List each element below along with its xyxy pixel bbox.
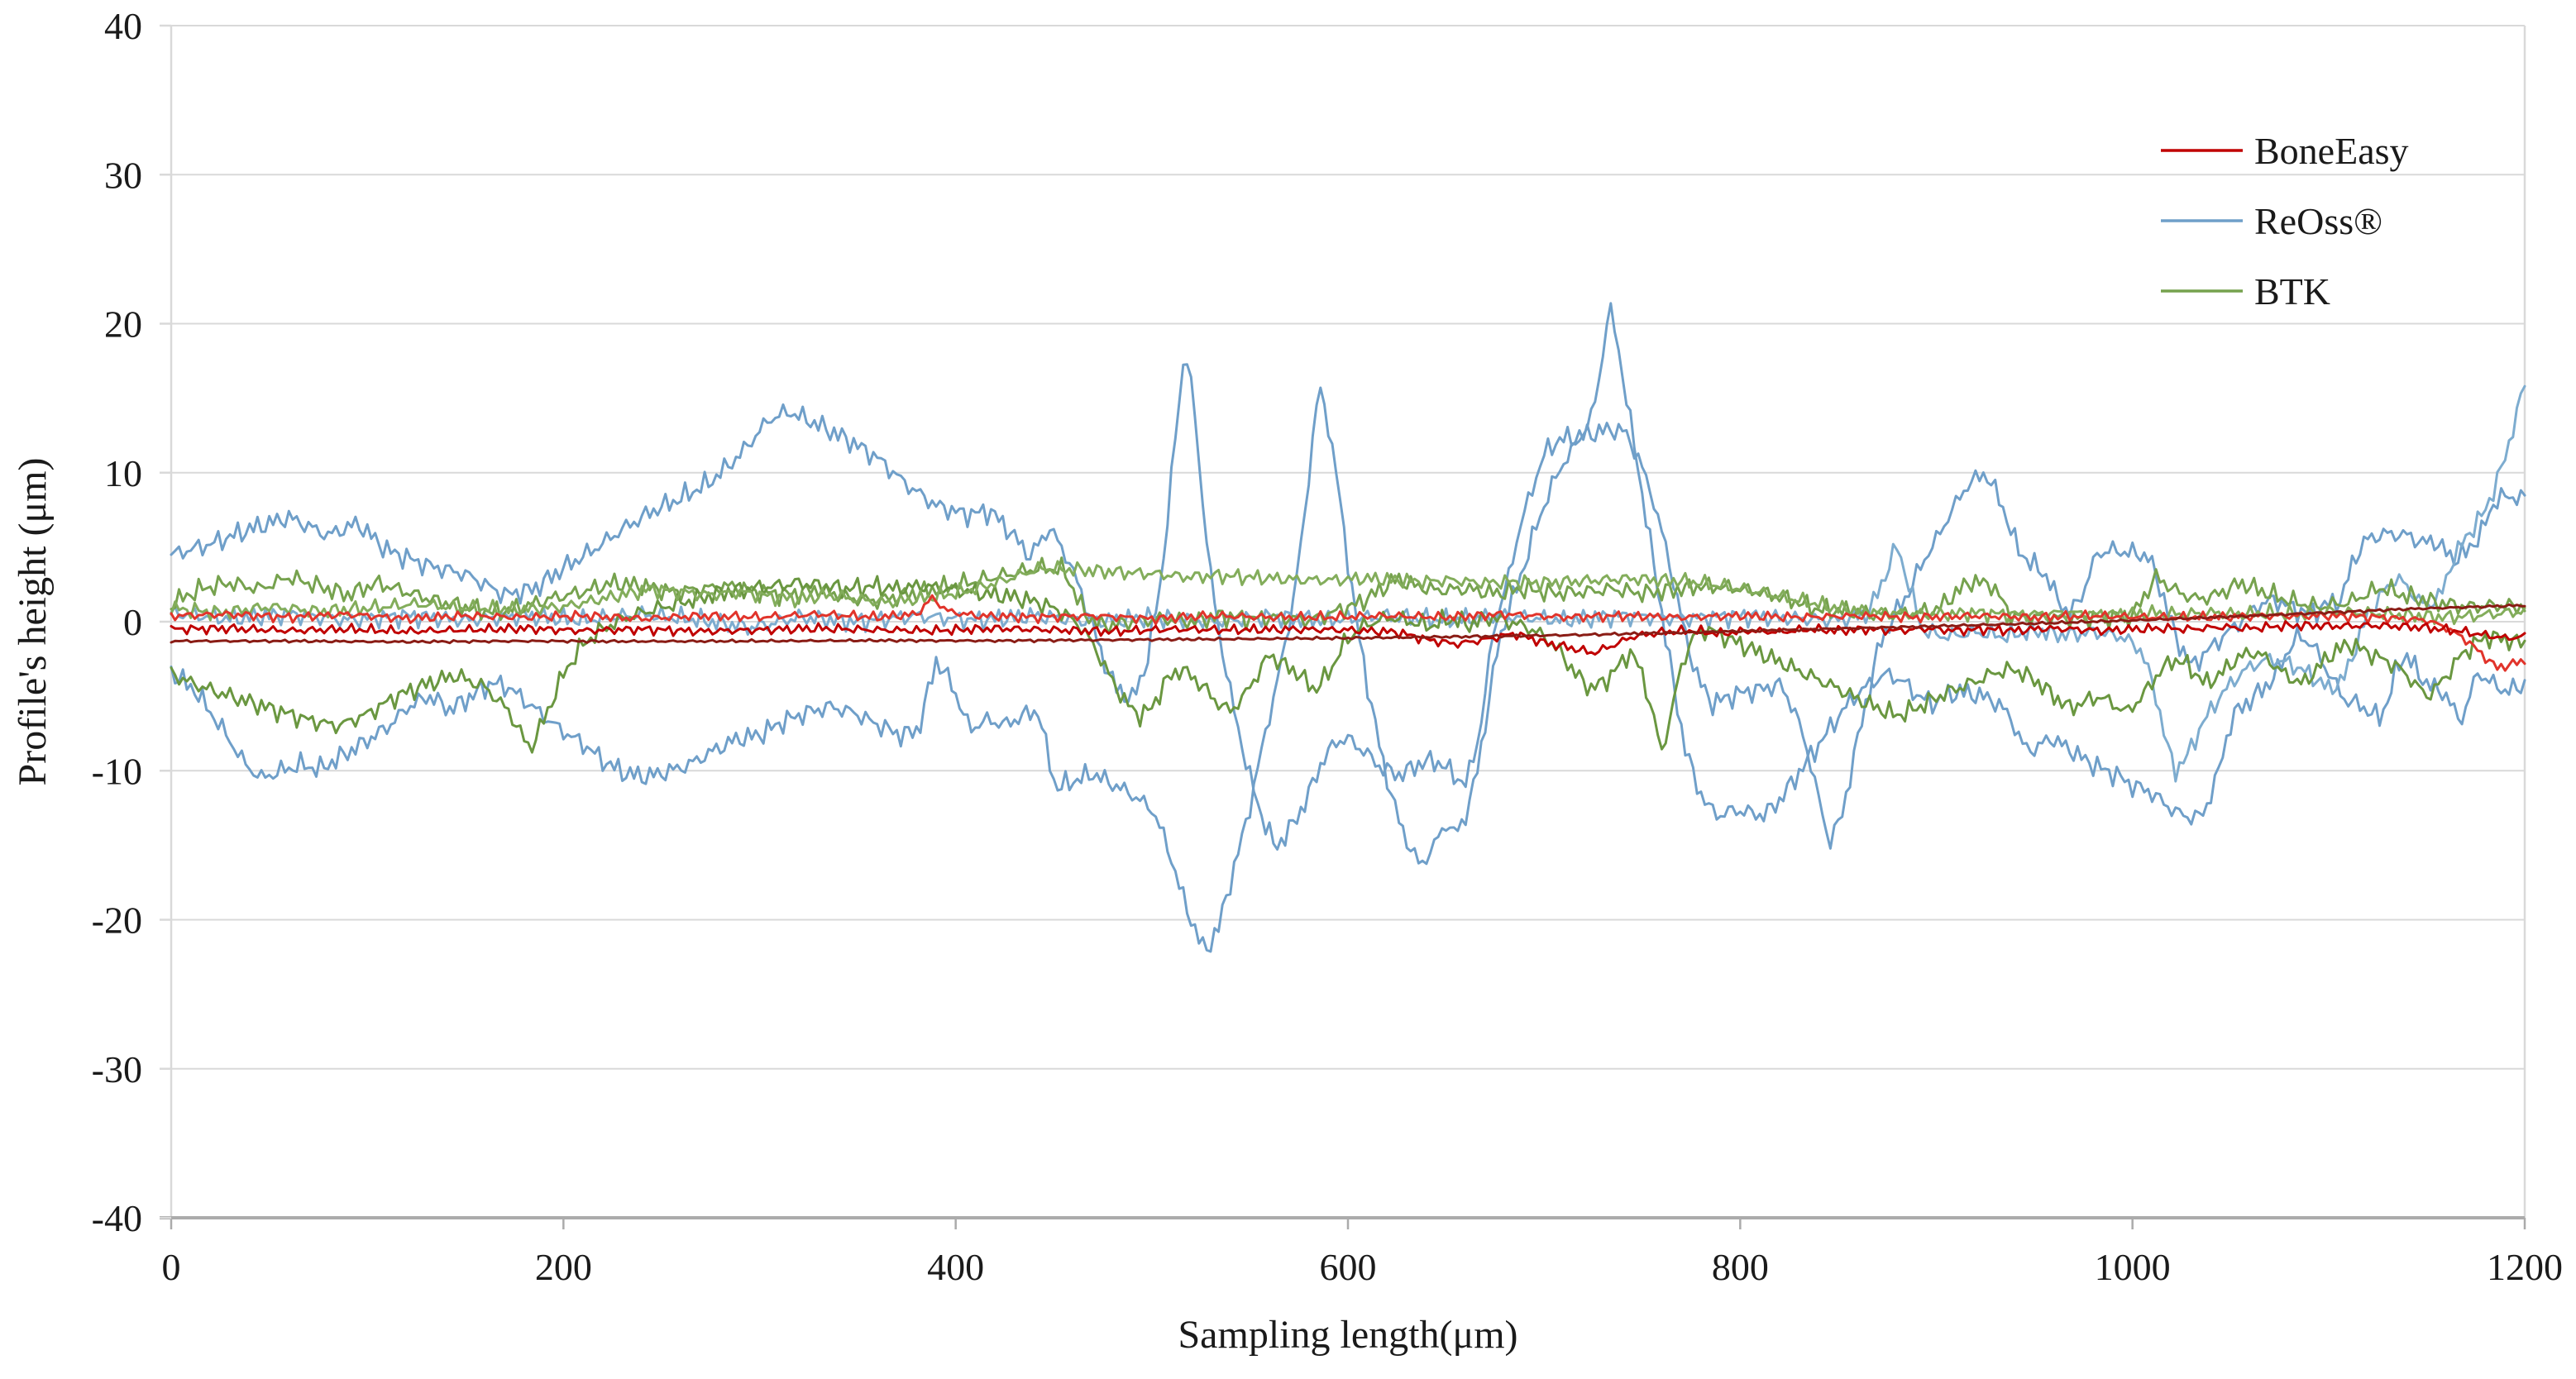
x-tick-label-600: 600 — [1320, 1246, 1377, 1288]
y-axis-title: Profile's height (μm) — [11, 458, 55, 786]
series-line-boneeasy-2 — [170, 620, 2526, 656]
x-tick-label-1200: 1200 — [2487, 1246, 2563, 1288]
y-tick-label-10: 10 — [104, 452, 142, 494]
x-axis-title: Sampling length(μm) — [1178, 1313, 1517, 1357]
series-line-reoss-1 — [170, 363, 2526, 851]
y-tick-label--40: -40 — [92, 1197, 142, 1239]
y-tick-label-0: 0 — [123, 601, 142, 643]
y-tick-label--30: -30 — [92, 1048, 142, 1090]
x-tick-label-200: 200 — [535, 1246, 592, 1288]
legend-label-BTK: BTK — [2254, 270, 2330, 313]
legend-label-ReOss®: ReOss® — [2254, 200, 2382, 242]
y-tick-label-30: 30 — [104, 154, 142, 196]
series-line-btk-2 — [170, 575, 2526, 754]
series-line-reoss-2 — [170, 302, 2526, 953]
series-line-boneeasy-1 — [170, 594, 2526, 672]
x-tick-label-800: 800 — [1712, 1246, 1769, 1288]
legend-label-BoneEasy: BoneEasy — [2254, 130, 2409, 172]
x-tick-label-1000: 1000 — [2095, 1246, 2171, 1288]
series-line-btk-3 — [170, 560, 2526, 626]
series-line-boneeasy-3 — [170, 603, 2526, 645]
series-line-btk-1 — [170, 556, 2526, 635]
y-tick-label-40: 40 — [104, 5, 142, 47]
y-tick-label--20: -20 — [92, 899, 142, 942]
x-tick-label-0: 0 — [162, 1246, 181, 1288]
y-tick-label--10: -10 — [92, 750, 142, 792]
x-tick-label-400: 400 — [927, 1246, 984, 1288]
y-tick-label-20: 20 — [104, 303, 142, 346]
